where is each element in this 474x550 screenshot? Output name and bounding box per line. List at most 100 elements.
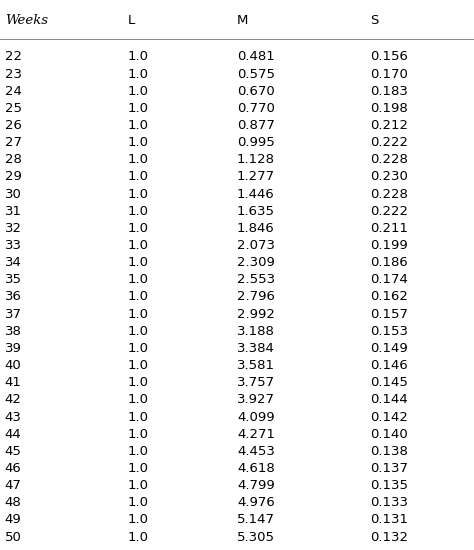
Text: 1.0: 1.0 (128, 513, 149, 526)
Text: 2.073: 2.073 (237, 239, 275, 252)
Text: 1.0: 1.0 (128, 119, 149, 132)
Text: 42: 42 (5, 393, 22, 406)
Text: 0.156: 0.156 (370, 51, 408, 63)
Text: 1.0: 1.0 (128, 428, 149, 441)
Text: 25: 25 (5, 102, 22, 115)
Text: 1.0: 1.0 (128, 307, 149, 321)
Text: 29: 29 (5, 170, 22, 184)
Text: 0.670: 0.670 (237, 85, 275, 98)
Text: 0.198: 0.198 (370, 102, 408, 115)
Text: 0.183: 0.183 (370, 85, 408, 98)
Text: 0.142: 0.142 (370, 410, 408, 424)
Text: 1.0: 1.0 (128, 222, 149, 235)
Text: 1.0: 1.0 (128, 68, 149, 81)
Text: 1.0: 1.0 (128, 496, 149, 509)
Text: 0.145: 0.145 (370, 376, 408, 389)
Text: 1.0: 1.0 (128, 239, 149, 252)
Text: 37: 37 (5, 307, 22, 321)
Text: 48: 48 (5, 496, 21, 509)
Text: 43: 43 (5, 410, 22, 424)
Text: 1.0: 1.0 (128, 445, 149, 458)
Text: 46: 46 (5, 462, 21, 475)
Text: 0.132: 0.132 (370, 531, 408, 543)
Text: 27: 27 (5, 136, 22, 149)
Text: 4.618: 4.618 (237, 462, 275, 475)
Text: 2.309: 2.309 (237, 256, 275, 269)
Text: 4.099: 4.099 (237, 410, 274, 424)
Text: 0.199: 0.199 (370, 239, 408, 252)
Text: 4.453: 4.453 (237, 445, 275, 458)
Text: 30: 30 (5, 188, 22, 201)
Text: 1.0: 1.0 (128, 531, 149, 543)
Text: 31: 31 (5, 205, 22, 218)
Text: 1.0: 1.0 (128, 359, 149, 372)
Text: 0.137: 0.137 (370, 462, 408, 475)
Text: M: M (237, 14, 248, 27)
Text: 1.0: 1.0 (128, 393, 149, 406)
Text: 22: 22 (5, 51, 22, 63)
Text: 0.211: 0.211 (370, 222, 408, 235)
Text: 0.170: 0.170 (370, 68, 408, 81)
Text: 0.186: 0.186 (370, 256, 408, 269)
Text: 32: 32 (5, 222, 22, 235)
Text: 49: 49 (5, 513, 21, 526)
Text: 0.146: 0.146 (370, 359, 408, 372)
Text: 2.796: 2.796 (237, 290, 275, 304)
Text: 1.0: 1.0 (128, 170, 149, 184)
Text: 1.0: 1.0 (128, 256, 149, 269)
Text: 35: 35 (5, 273, 22, 287)
Text: 0.162: 0.162 (370, 290, 408, 304)
Text: 36: 36 (5, 290, 22, 304)
Text: 0.575: 0.575 (237, 68, 275, 81)
Text: L: L (128, 14, 135, 27)
Text: 23: 23 (5, 68, 22, 81)
Text: 1.846: 1.846 (237, 222, 275, 235)
Text: 3.757: 3.757 (237, 376, 275, 389)
Text: 34: 34 (5, 256, 22, 269)
Text: 2.992: 2.992 (237, 307, 275, 321)
Text: 1.0: 1.0 (128, 479, 149, 492)
Text: 3.188: 3.188 (237, 325, 275, 338)
Text: 0.228: 0.228 (370, 188, 408, 201)
Text: 1.0: 1.0 (128, 410, 149, 424)
Text: 4.799: 4.799 (237, 479, 275, 492)
Text: 0.212: 0.212 (370, 119, 408, 132)
Text: 45: 45 (5, 445, 22, 458)
Text: 0.157: 0.157 (370, 307, 408, 321)
Text: 0.149: 0.149 (370, 342, 408, 355)
Text: 0.228: 0.228 (370, 153, 408, 166)
Text: 4.976: 4.976 (237, 496, 275, 509)
Text: 2.553: 2.553 (237, 273, 275, 287)
Text: 28: 28 (5, 153, 22, 166)
Text: 1.0: 1.0 (128, 188, 149, 201)
Text: 1.0: 1.0 (128, 51, 149, 63)
Text: 0.230: 0.230 (370, 170, 408, 184)
Text: 1.446: 1.446 (237, 188, 275, 201)
Text: 0.138: 0.138 (370, 445, 408, 458)
Text: 41: 41 (5, 376, 22, 389)
Text: 1.0: 1.0 (128, 136, 149, 149)
Text: 38: 38 (5, 325, 22, 338)
Text: 0.174: 0.174 (370, 273, 408, 287)
Text: 5.147: 5.147 (237, 513, 275, 526)
Text: 39: 39 (5, 342, 22, 355)
Text: 3.384: 3.384 (237, 342, 275, 355)
Text: 1.128: 1.128 (237, 153, 275, 166)
Text: 1.0: 1.0 (128, 85, 149, 98)
Text: S: S (370, 14, 378, 27)
Text: 1.0: 1.0 (128, 342, 149, 355)
Text: 1.0: 1.0 (128, 325, 149, 338)
Text: 0.131: 0.131 (370, 513, 408, 526)
Text: 1.635: 1.635 (237, 205, 275, 218)
Text: 1.0: 1.0 (128, 205, 149, 218)
Text: 0.770: 0.770 (237, 102, 275, 115)
Text: 50: 50 (5, 531, 22, 543)
Text: 0.995: 0.995 (237, 136, 275, 149)
Text: 44: 44 (5, 428, 21, 441)
Text: 0.135: 0.135 (370, 479, 408, 492)
Text: Weeks: Weeks (5, 14, 48, 27)
Text: 1.0: 1.0 (128, 376, 149, 389)
Text: 24: 24 (5, 85, 22, 98)
Text: 1.0: 1.0 (128, 153, 149, 166)
Text: 3.581: 3.581 (237, 359, 275, 372)
